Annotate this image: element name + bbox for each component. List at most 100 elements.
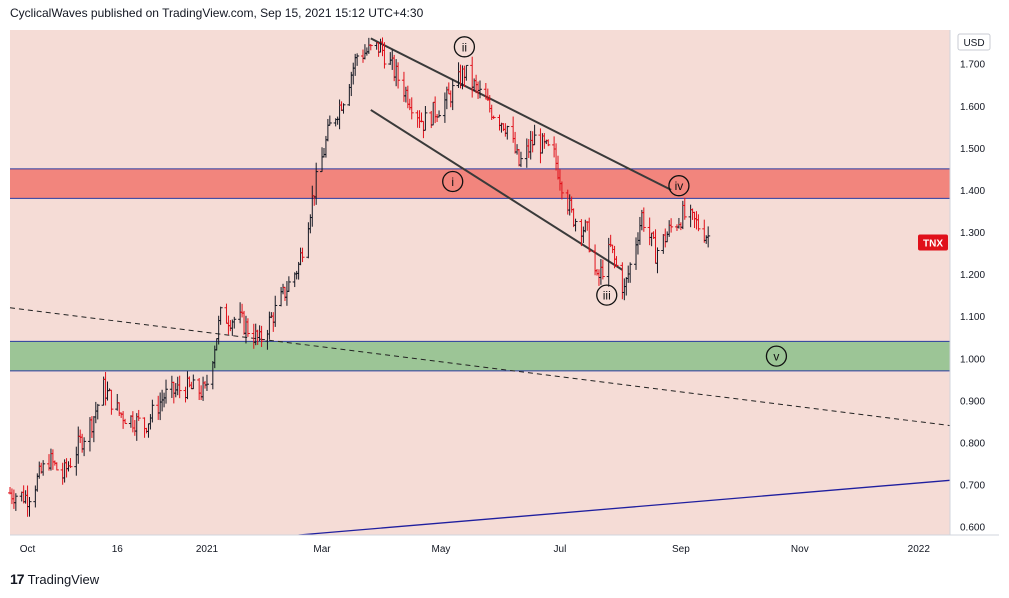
time-axis-panel bbox=[10, 535, 999, 561]
time-tick-label: 16 bbox=[112, 544, 124, 555]
ohlc-bar bbox=[27, 496, 32, 517]
price-tick-label: 0.900 bbox=[960, 396, 985, 407]
price-tick-label: 1.700 bbox=[960, 60, 985, 71]
ohlc-bar bbox=[437, 110, 442, 118]
wave-label-circle bbox=[668, 175, 690, 197]
ohlc-bar bbox=[628, 262, 633, 283]
price-tick-label: 1.100 bbox=[960, 312, 985, 323]
ohlc-bar bbox=[82, 437, 87, 457]
price-axis: 1.700 1.600 1.500 1.400 1.300 1.200 1.100 1.000… bbox=[960, 60, 985, 534]
time-tick-label: 2021 bbox=[196, 544, 219, 555]
ohlc-bar bbox=[450, 79, 455, 111]
ohlc-bar bbox=[54, 462, 59, 471]
ohlc-bar bbox=[68, 458, 73, 469]
wave-label-text: i bbox=[451, 175, 454, 189]
ohlc-bar bbox=[327, 115, 332, 126]
price-tick-label: 1.000 bbox=[960, 354, 985, 365]
ticker-label: TNX bbox=[923, 239, 943, 250]
ohlc-bar bbox=[13, 493, 18, 511]
ohlc-bar bbox=[478, 80, 482, 99]
ohlc-bar bbox=[300, 247, 305, 263]
time-axis: Oct 16 2021 Mar May Jul Sep Nov 2022 bbox=[20, 544, 931, 555]
ohlc-bar bbox=[368, 44, 373, 51]
ohlc-bar bbox=[191, 374, 196, 390]
ohlc-bar bbox=[573, 218, 578, 232]
support-zone bbox=[10, 341, 950, 371]
ohlc-bar bbox=[286, 276, 291, 292]
time-tick-label: May bbox=[432, 544, 451, 555]
zones-layer bbox=[10, 168, 950, 372]
ohlc-bar bbox=[641, 207, 646, 232]
ohlc-bar bbox=[614, 256, 619, 268]
wave-label-iv: iv bbox=[668, 175, 690, 197]
time-tick-label: Jul bbox=[554, 544, 567, 555]
currency-label: USD bbox=[963, 38, 984, 49]
channel-lower bbox=[370, 109, 623, 271]
price-tick-label: 1.300 bbox=[960, 228, 985, 239]
bars-layer bbox=[8, 37, 711, 517]
ohlc-bar bbox=[218, 306, 223, 325]
price-tick-label: 1.200 bbox=[960, 270, 985, 281]
ohlc-bar bbox=[396, 62, 401, 89]
brand-footer[interactable]: 17 TradingView bbox=[10, 571, 99, 587]
currency-button[interactable]: USD bbox=[957, 33, 991, 51]
ohlc-bar bbox=[109, 389, 114, 415]
ohlc-bar bbox=[273, 295, 278, 327]
ohlc-bar bbox=[423, 105, 428, 131]
wave-label-i: i bbox=[442, 170, 464, 193]
wave-label-ii: ii bbox=[453, 36, 476, 58]
channel-upper bbox=[370, 37, 672, 191]
ohlc-bar bbox=[532, 124, 537, 146]
ohlc-bar bbox=[136, 409, 141, 421]
ohlc-bar bbox=[587, 217, 592, 253]
ohlc-bar bbox=[164, 379, 169, 404]
wave-label-circle bbox=[453, 36, 476, 58]
wave-label-text: iv bbox=[675, 179, 684, 193]
ohlc-bar bbox=[204, 374, 209, 391]
ohlc-bar bbox=[177, 375, 182, 399]
ohlc-bar bbox=[706, 226, 711, 248]
ohlc-bar bbox=[600, 259, 605, 280]
dashed-trendline bbox=[9, 307, 951, 427]
publish-info: CyclicalWaves published on TradingView.c… bbox=[10, 6, 424, 20]
ohlc-bar bbox=[559, 181, 564, 200]
ohlc-bar bbox=[95, 403, 100, 420]
ohlc-bar bbox=[259, 325, 264, 348]
ohlc-bar bbox=[314, 162, 319, 205]
ohlc-bar bbox=[518, 151, 523, 168]
ohlc-bar bbox=[409, 97, 414, 120]
ohlc-bar bbox=[655, 247, 660, 274]
wave-label-v: v bbox=[765, 345, 788, 367]
wave-label-circle bbox=[596, 284, 618, 306]
ticker-badge[interactable]: TNX bbox=[918, 234, 948, 251]
time-tick-label: Mar bbox=[313, 544, 331, 555]
ohlc-bar bbox=[382, 42, 387, 69]
ohlc-bar bbox=[123, 418, 128, 425]
wave-label-text: iii bbox=[603, 289, 611, 303]
ohlc-bar bbox=[464, 64, 469, 81]
ohlc-bar bbox=[682, 197, 687, 220]
time-tick-label: 2022 bbox=[908, 544, 931, 555]
ohlc-bar bbox=[341, 103, 346, 114]
brand-name: TradingView bbox=[27, 571, 100, 587]
ohlc-bar bbox=[355, 53, 360, 66]
ohlc-bar bbox=[696, 214, 701, 232]
resistance-zone bbox=[10, 168, 950, 199]
rising-trendline bbox=[298, 479, 951, 536]
price-tick-label: 1.500 bbox=[960, 144, 985, 155]
time-tick-label: Oct bbox=[20, 544, 36, 555]
price-tick-label: 1.400 bbox=[960, 186, 985, 197]
time-tick-label: Nov bbox=[791, 544, 809, 555]
ohlc-bar bbox=[232, 316, 237, 329]
ohlc-bar bbox=[41, 460, 46, 476]
price-axis-panel bbox=[950, 30, 999, 535]
ohlc-bar bbox=[505, 125, 510, 140]
lines-layer bbox=[9, 37, 951, 536]
tradingview-logo-icon: 17 bbox=[10, 571, 25, 587]
wave-label-text: ii bbox=[462, 40, 467, 54]
plot-background bbox=[10, 30, 950, 535]
price-tick-label: 1.600 bbox=[960, 102, 985, 113]
wave-label-circle bbox=[442, 170, 464, 193]
